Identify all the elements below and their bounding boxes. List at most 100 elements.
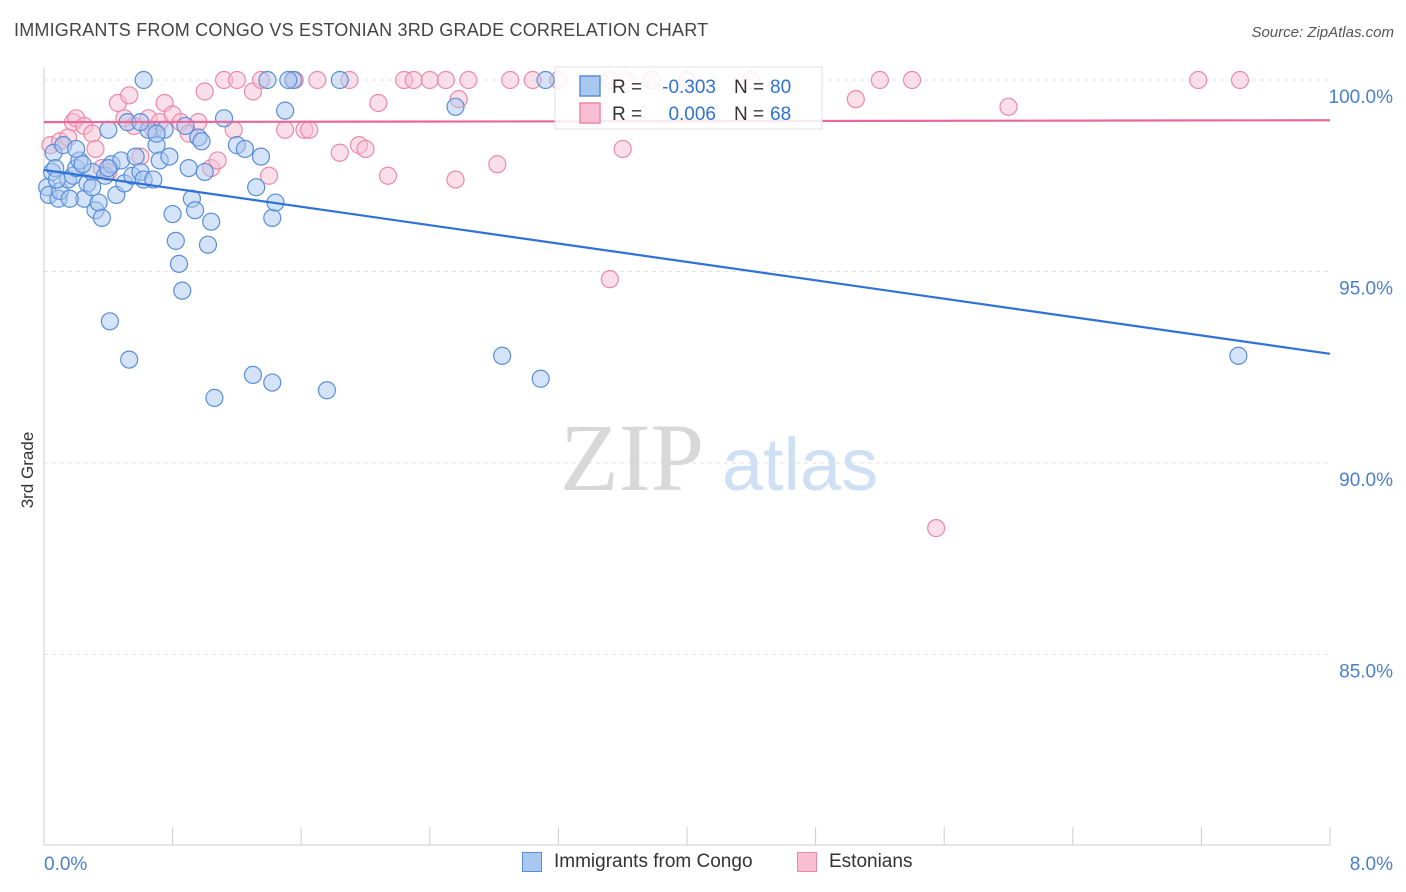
point-congo [536,70,555,90]
point-estonians [902,70,922,90]
point-congo [173,281,192,300]
point-congo [243,365,263,385]
point-congo [179,158,198,178]
point-congo [330,70,349,90]
point-congo [73,155,92,174]
point-congo [1229,346,1248,365]
point-congo [531,369,550,388]
legend-n-label-1: N = [734,77,764,98]
point-estonians [999,97,1018,116]
point-estonians [330,143,349,162]
point-congo [186,201,205,220]
legend-swatch-estonians [797,852,817,872]
point-estonians [208,151,227,170]
point-estonians [86,139,105,159]
point-congo [279,70,298,90]
point-congo [160,147,179,166]
point-estonians [300,120,319,139]
trend-line-congo [43,168,1331,355]
point-congo [99,120,118,139]
point-estonians [613,139,632,159]
series-legend: Immigrants from Congo Estonians [0,851,1406,879]
point-congo [195,162,214,182]
point-estonians [83,124,102,143]
point-estonians [446,170,465,189]
point-estonians [404,70,423,90]
grid-lines [44,79,1330,655]
point-congo [258,70,277,90]
legend-swatch-congo [579,75,601,97]
point-estonians [436,70,455,90]
point-estonians [846,90,865,109]
point-estonians [227,70,246,90]
point-estonians [195,82,214,101]
point-congo [263,208,282,227]
point-congo [67,139,86,159]
point-congo [60,189,79,208]
point-congo [493,346,512,365]
legend-item-congo: Immigrants from Congo [522,851,753,873]
y-tick-label: 100.0% [1329,87,1394,108]
point-congo [276,101,295,120]
y-tick-label: 85.0% [1339,662,1393,683]
legend-r-value-1: -0.303 [662,77,716,98]
watermark-zip: ZIP [560,404,704,511]
correlation-legend: R = -0.303 N = 80 R = 0.006 N = 68 [554,66,823,130]
point-estonians [1189,70,1208,90]
legend-swatch-estonians [579,102,601,124]
trend-lines [43,119,1331,355]
point-congo [198,235,218,254]
point-congo [134,70,153,90]
point-congo [263,373,282,392]
point-estonians [356,139,375,159]
point-estonians [488,155,507,174]
source-label: Source: ZipAtlas.com [1251,24,1394,41]
point-congo [99,158,118,178]
legend-r-value-2: 0.006 [668,104,716,125]
point-estonians [927,519,946,538]
point-congo [120,350,139,369]
point-estonians [120,86,139,105]
chart-title: IMMIGRANTS FROM CONGO VS ESTONIAN 3RD GR… [14,20,709,40]
watermark: ZIP atlas [560,404,878,511]
point-congo [83,178,102,197]
legend-item-estonians: Estonians [797,851,912,873]
point-estonians [420,70,439,90]
legend-label-congo: Immigrants from Congo [554,851,753,872]
point-estonians [276,120,295,139]
legend-r-label-2: R = [612,104,642,125]
point-congo [202,212,221,231]
point-congo [214,109,234,128]
point-estonians [1230,70,1250,90]
point-congo [235,139,255,159]
legend-swatch-congo [522,852,542,872]
series-congo-points [38,70,1248,407]
point-congo [147,124,166,143]
point-congo [192,132,211,151]
point-estonians [870,70,890,90]
legend-n-value-2: 68 [770,104,791,125]
point-congo [163,204,182,224]
point-estonians [459,70,478,90]
point-congo [317,381,337,400]
point-congo [89,193,108,212]
point-estonians [259,166,279,185]
point-congo [446,97,465,116]
point-congo [247,178,266,197]
point-congo [126,147,145,166]
y-tick-label: 90.0% [1339,470,1393,491]
y-tick-label: 95.0% [1339,279,1393,300]
point-estonians [501,70,520,90]
point-congo [100,312,120,331]
legend-n-value-1: 80 [770,77,791,98]
x-tick-label: 0.0% [44,854,87,875]
point-congo [205,388,224,407]
point-congo [92,208,111,227]
point-congo [166,231,185,250]
point-estonians [308,70,327,90]
point-estonians [600,270,619,289]
watermark-atlas: atlas [722,423,878,506]
legend-label-estonians: Estonians [829,851,913,872]
point-estonians [378,166,398,185]
